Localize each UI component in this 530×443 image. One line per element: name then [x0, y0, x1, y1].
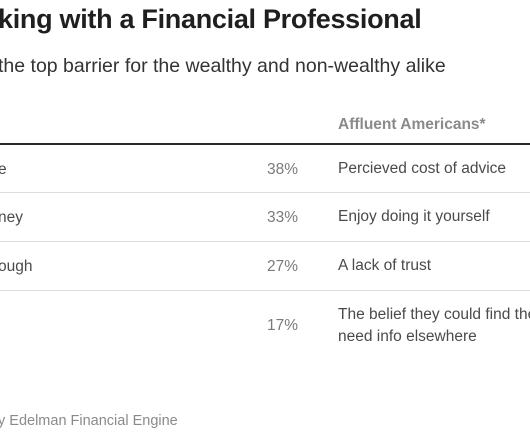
- row-label: e: [0, 161, 7, 178]
- row-reason: Enjoy doing it yourself: [338, 208, 490, 225]
- table-row: 17% The belief they could find the need …: [0, 291, 530, 361]
- row-percent: 38%: [267, 161, 299, 178]
- row-reason: Percieved cost of advice: [338, 160, 507, 177]
- row-reason-continued: need info elsewhere: [338, 328, 477, 345]
- table-row: ney 33% Enjoy doing it yourself: [0, 193, 530, 241]
- row-divider: [0, 241, 530, 242]
- chart-title: king with a Financial Professional: [0, 4, 422, 34]
- row-percent: 33%: [267, 209, 299, 226]
- table-row: ough 27% A lack of trust: [0, 242, 530, 290]
- row-divider: [0, 192, 530, 193]
- source-note: y Edelman Financial Engine: [0, 413, 178, 429]
- chart-subtitle: the top barrier for the wealthy and non-…: [0, 55, 446, 77]
- row-percent: 27%: [267, 258, 299, 275]
- row-label: ough: [0, 258, 33, 275]
- column-header-affluent-americans: Affluent Americans*: [338, 116, 486, 133]
- row-label: ney: [0, 209, 23, 226]
- row-reason: The belief they could find the: [338, 306, 530, 323]
- row-divider: [0, 290, 530, 291]
- row-reason: A lack of trust: [338, 257, 432, 274]
- row-percent: 17%: [267, 317, 299, 334]
- table-row: e 38% Percieved cost of advice: [0, 145, 530, 192]
- header-divider: [0, 143, 530, 145]
